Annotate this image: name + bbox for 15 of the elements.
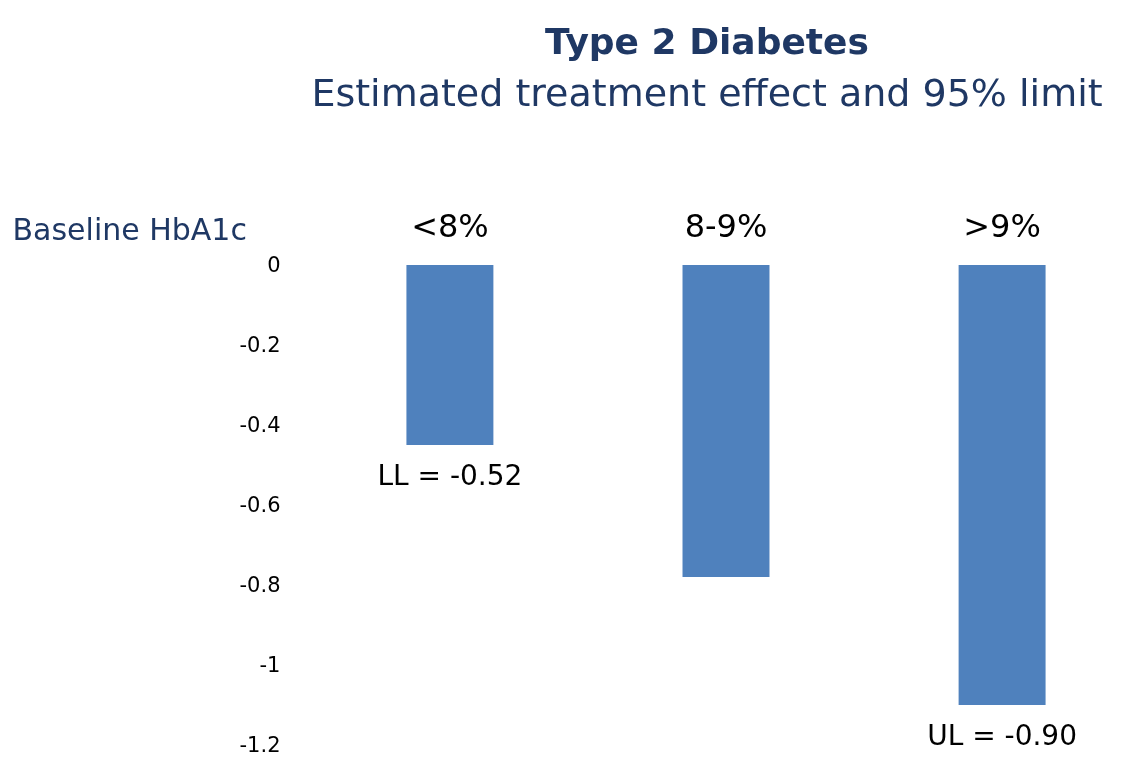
x-tick-label: >9% — [963, 206, 1041, 245]
chart-title: Type 2 Diabetes — [545, 21, 869, 62]
y-tick-label: -0.2 — [239, 332, 281, 357]
x-axis-title: Baseline HbA1c — [12, 211, 247, 247]
annotation: LL = -0.52 — [377, 459, 523, 492]
y-tick-label: 0 — [267, 252, 281, 277]
y-tick-label: -1 — [259, 652, 281, 677]
y-tick-label: -0.4 — [239, 412, 281, 437]
y-tick-label: -0.8 — [239, 572, 281, 597]
y-tick-label: -1.2 — [239, 732, 281, 757]
x-tick-label: 8-9% — [684, 206, 768, 245]
annotation: UL = -0.90 — [927, 719, 1077, 752]
x-tick-label: <8% — [411, 206, 489, 245]
y-tick-label: -0.6 — [239, 492, 281, 517]
chart-subtitle: Estimated treatment effect and 95% limit — [311, 71, 1103, 115]
